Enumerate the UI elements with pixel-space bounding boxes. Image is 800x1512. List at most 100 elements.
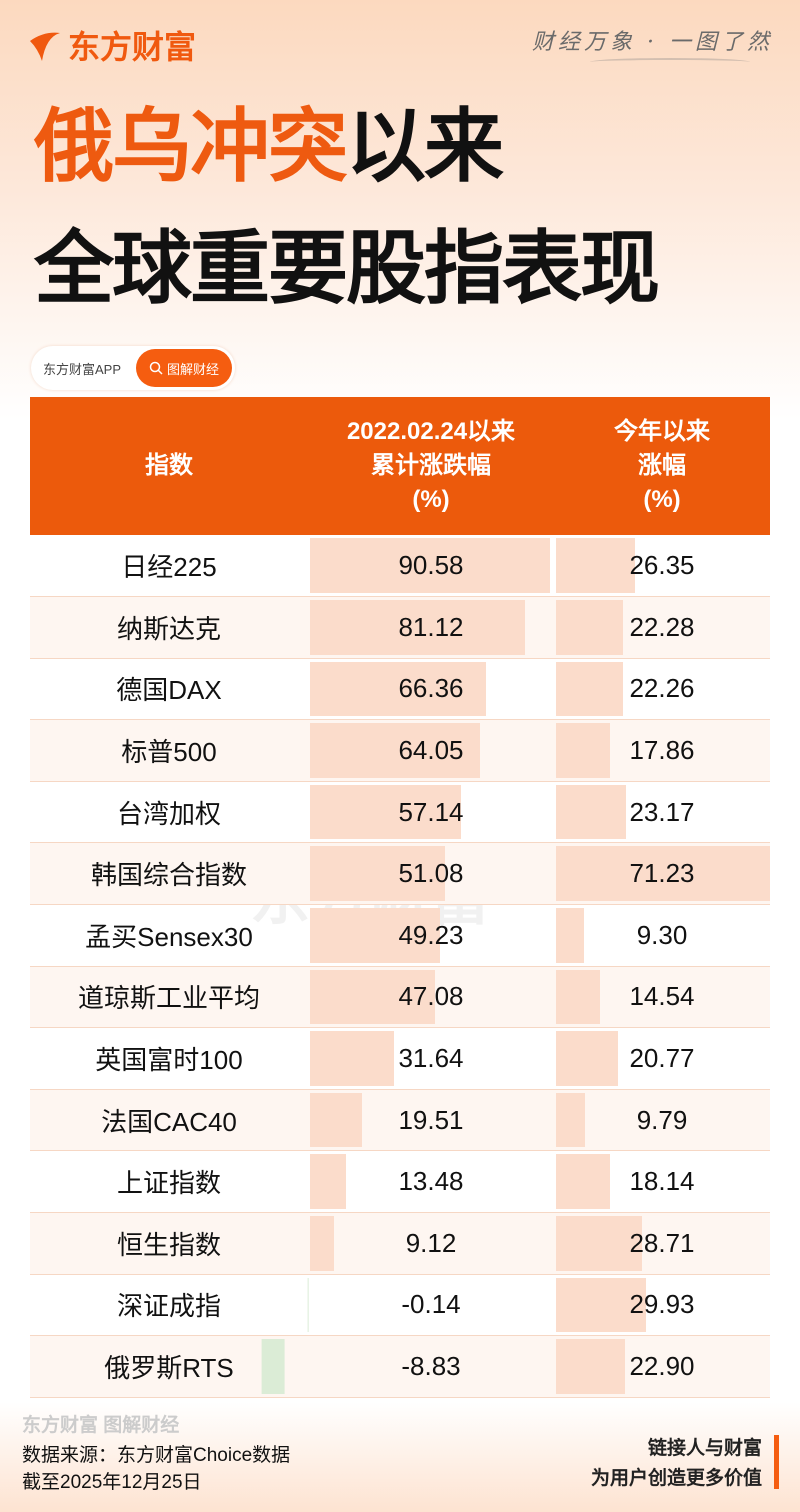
since-value: 90.58 bbox=[398, 550, 464, 581]
ytd-value: 26.35 bbox=[629, 550, 695, 581]
header-since: 2022.02.24以来 累计涨跌幅 (%) bbox=[308, 397, 554, 535]
since-cell: 49.23 bbox=[308, 904, 554, 967]
ytd-cell: 26.35 bbox=[554, 535, 770, 598]
search-pill[interactable]: 东方财富APP 图解财经 bbox=[31, 346, 235, 390]
since-cell: -8.83 bbox=[261, 1335, 554, 1398]
since-cell: 47.08 bbox=[308, 966, 554, 1029]
ytd-value: 22.90 bbox=[629, 1351, 695, 1382]
index-name: 日经225 bbox=[30, 535, 308, 598]
since-bar bbox=[310, 969, 435, 1025]
title-line-2: 全球重要股指表现 bbox=[34, 224, 660, 313]
since-value: 57.14 bbox=[398, 796, 464, 827]
since-cell: 90.58 bbox=[308, 535, 554, 598]
ytd-bar bbox=[556, 1031, 619, 1086]
ytd-value: 20.77 bbox=[629, 1043, 695, 1074]
table-row: 孟买Sensex30 49.23 9.30 bbox=[30, 904, 770, 967]
since-bar bbox=[310, 1031, 394, 1086]
since-value: 13.48 bbox=[398, 1166, 464, 1197]
ytd-value: 29.93 bbox=[629, 1289, 695, 1320]
ytd-cell: 14.54 bbox=[554, 966, 770, 1029]
since-bar bbox=[261, 1339, 285, 1394]
ytd-value: 9.30 bbox=[636, 919, 688, 950]
table-row: 德国DAX 66.36 22.26 bbox=[30, 658, 770, 721]
ytd-cell: 22.28 bbox=[554, 596, 770, 659]
ytd-bar bbox=[556, 1216, 643, 1271]
since-bar bbox=[310, 784, 462, 840]
ytd-bar bbox=[556, 600, 623, 655]
index-name: 法国CAC40 bbox=[30, 1089, 308, 1152]
index-name: 德国DAX bbox=[30, 658, 308, 721]
since-cell: 9.12 bbox=[308, 1212, 554, 1275]
ytd-value: 28.71 bbox=[629, 1227, 695, 1258]
since-bar bbox=[310, 908, 441, 963]
header-ytd: 今年以来 涨幅 (%) bbox=[554, 397, 770, 535]
since-bar bbox=[310, 661, 486, 717]
since-cell: -0.14 bbox=[307, 1274, 554, 1337]
since-cell: 57.14 bbox=[308, 781, 554, 844]
index-name: 纳斯达克 bbox=[30, 596, 308, 659]
since-value: -8.83 bbox=[401, 1351, 461, 1382]
ytd-cell: 17.86 bbox=[554, 719, 770, 782]
ytd-bar bbox=[556, 661, 623, 717]
index-table: 指数 2022.02.24以来 累计涨跌幅 (%) 今年以来 涨幅 (%) 日经225 … bbox=[30, 397, 770, 1398]
since-value: -0.14 bbox=[401, 1289, 461, 1320]
since-cell: 13.48 bbox=[308, 1150, 554, 1214]
index-name: 英国富时100 bbox=[30, 1027, 308, 1090]
ytd-value: 22.28 bbox=[629, 611, 695, 642]
footer-logo: 东方财富 图解财经 bbox=[22, 1415, 180, 1436]
table-row: 韩国综合指数 51.08 71.23 bbox=[30, 842, 770, 906]
since-value: 66.36 bbox=[398, 673, 464, 704]
brand-logo: 东方财富 bbox=[26, 22, 196, 68]
ytd-bar bbox=[556, 969, 600, 1025]
since-cell: 31.64 bbox=[308, 1027, 554, 1090]
ytd-cell: 28.71 bbox=[554, 1212, 770, 1275]
index-name: 标普500 bbox=[30, 719, 308, 782]
ytd-cell: 18.14 bbox=[554, 1150, 770, 1214]
ytd-value: 9.79 bbox=[636, 1104, 688, 1135]
tagline: 链接人与财富 为用户创造更多价值 bbox=[590, 1438, 762, 1489]
flame-logo-icon bbox=[30, 32, 60, 61]
index-name: 恒生指数 bbox=[30, 1212, 308, 1275]
title-rest: 以来 bbox=[346, 102, 504, 191]
since-value: 31.64 bbox=[398, 1043, 464, 1074]
table-row: 英国富时100 31.64 20.77 bbox=[30, 1027, 770, 1090]
since-value: 64.05 bbox=[398, 735, 464, 766]
ytd-bar bbox=[556, 1092, 586, 1148]
ytd-bar bbox=[556, 846, 770, 902]
since-cell: 64.05 bbox=[308, 719, 554, 782]
since-cell: 66.36 bbox=[308, 658, 554, 721]
since-bar bbox=[310, 1216, 335, 1271]
index-name: 孟买Sensex30 bbox=[30, 904, 308, 967]
table-row: 上证指数 13.48 18.14 bbox=[30, 1150, 770, 1214]
ytd-cell: 22.26 bbox=[554, 658, 770, 721]
ytd-bar bbox=[556, 723, 610, 778]
ytd-bar bbox=[556, 1339, 625, 1394]
since-value: 81.12 bbox=[398, 611, 464, 642]
table-row: 标普500 64.05 17.86 bbox=[30, 719, 770, 782]
ytd-value: 23.17 bbox=[629, 796, 695, 827]
ytd-value: 14.54 bbox=[629, 981, 695, 1012]
since-value: 47.08 bbox=[398, 981, 464, 1012]
since-value: 19.51 bbox=[398, 1104, 464, 1135]
ytd-cell: 22.90 bbox=[554, 1335, 770, 1398]
ytd-cell: 20.77 bbox=[554, 1027, 770, 1090]
table-row: 日经225 90.58 26.35 bbox=[30, 535, 770, 598]
tagline-accent-bar bbox=[774, 1435, 779, 1489]
ytd-bar bbox=[556, 784, 626, 840]
ytd-bar bbox=[556, 1154, 611, 1210]
ytd-cell: 23.17 bbox=[554, 781, 770, 844]
index-name: 上证指数 bbox=[30, 1150, 308, 1214]
ytd-cell: 9.30 bbox=[554, 904, 770, 967]
since-value: 49.23 bbox=[398, 919, 464, 950]
since-bar bbox=[310, 1154, 346, 1210]
since-bar bbox=[310, 538, 550, 594]
search-button[interactable]: 图解财经 bbox=[136, 349, 232, 387]
app-label: 东方财富APP bbox=[43, 361, 122, 377]
logo-text: 东方财富 bbox=[68, 29, 197, 65]
ytd-cell: 71.23 bbox=[554, 842, 770, 906]
title-line-1: 俄乌冲突以来 bbox=[34, 102, 504, 192]
table-row: 深证成指 -0.14 29.93 bbox=[30, 1274, 770, 1337]
ytd-cell: 29.93 bbox=[554, 1274, 770, 1337]
ytd-bar bbox=[556, 908, 584, 963]
since-value: 9.12 bbox=[405, 1227, 457, 1258]
